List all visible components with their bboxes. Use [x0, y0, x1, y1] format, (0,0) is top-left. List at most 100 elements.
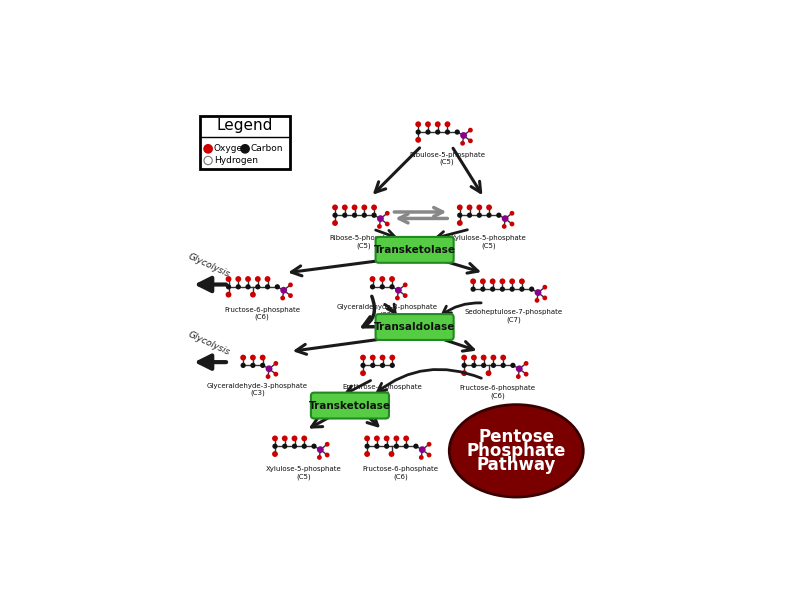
Text: Fructose-6-phosphate
(C6): Fructose-6-phosphate (C6) [460, 385, 536, 399]
Circle shape [426, 442, 431, 446]
Circle shape [534, 289, 542, 296]
Circle shape [342, 212, 347, 218]
Circle shape [415, 130, 421, 134]
Circle shape [246, 284, 250, 289]
Circle shape [352, 212, 357, 218]
Circle shape [360, 355, 366, 361]
Circle shape [333, 212, 338, 218]
Circle shape [240, 355, 246, 361]
Circle shape [288, 283, 293, 287]
Circle shape [415, 121, 421, 127]
Circle shape [486, 370, 491, 376]
Circle shape [403, 443, 409, 449]
Circle shape [390, 363, 395, 368]
Circle shape [390, 355, 395, 361]
Text: Fructose-6-phosphate
(C6): Fructose-6-phosphate (C6) [224, 307, 300, 320]
Circle shape [282, 443, 287, 449]
Circle shape [477, 212, 482, 218]
Circle shape [466, 205, 473, 211]
Circle shape [370, 355, 376, 361]
Circle shape [245, 276, 251, 282]
Circle shape [302, 443, 307, 449]
Circle shape [467, 212, 472, 218]
Circle shape [468, 128, 473, 133]
Circle shape [414, 443, 418, 449]
Circle shape [389, 451, 394, 457]
Circle shape [524, 361, 529, 366]
Text: Xylulose-5-phosphate
(C5): Xylulose-5-phosphate (C5) [266, 466, 342, 479]
Circle shape [377, 215, 384, 222]
Circle shape [370, 276, 375, 282]
Circle shape [371, 212, 377, 218]
Circle shape [241, 363, 246, 368]
Circle shape [496, 212, 502, 218]
Circle shape [266, 365, 273, 372]
Text: Glycolysis: Glycolysis [186, 330, 231, 357]
Circle shape [481, 355, 486, 361]
Circle shape [385, 211, 390, 215]
FancyBboxPatch shape [200, 116, 290, 169]
Circle shape [480, 287, 486, 292]
Circle shape [265, 284, 270, 289]
Circle shape [241, 145, 250, 153]
Circle shape [236, 284, 241, 289]
Circle shape [325, 452, 330, 457]
Circle shape [445, 130, 450, 134]
Circle shape [510, 287, 514, 292]
FancyBboxPatch shape [375, 237, 454, 263]
Circle shape [235, 276, 242, 282]
Text: Glycolysis: Glycolysis [187, 252, 232, 280]
Circle shape [516, 374, 521, 379]
Circle shape [280, 296, 285, 301]
Circle shape [274, 361, 278, 366]
Ellipse shape [450, 404, 583, 497]
Text: Transketolase: Transketolase [374, 245, 456, 255]
Circle shape [272, 443, 278, 449]
Circle shape [490, 355, 496, 361]
Circle shape [266, 374, 270, 379]
Circle shape [471, 355, 477, 361]
Text: Fructose-6-phosphate
(C6): Fructose-6-phosphate (C6) [362, 466, 438, 479]
Text: Hydrogen: Hydrogen [214, 156, 258, 165]
Circle shape [501, 363, 506, 368]
Text: Pentose: Pentose [478, 428, 554, 446]
Circle shape [360, 370, 366, 376]
Circle shape [390, 284, 394, 289]
Circle shape [500, 355, 506, 361]
Circle shape [425, 121, 431, 127]
Circle shape [490, 287, 495, 292]
Circle shape [384, 436, 390, 442]
Circle shape [291, 436, 298, 442]
Circle shape [272, 451, 278, 457]
Circle shape [226, 284, 231, 289]
Text: Glyceraldehyde-3-phosphate
(C3): Glyceraldehyde-3-phosphate (C3) [207, 383, 308, 397]
Circle shape [486, 212, 492, 218]
Circle shape [311, 443, 317, 449]
Circle shape [362, 205, 367, 211]
Circle shape [435, 130, 440, 134]
Circle shape [470, 278, 476, 284]
Circle shape [481, 363, 486, 368]
Text: Legend: Legend [217, 118, 273, 133]
Circle shape [500, 287, 505, 292]
Circle shape [457, 212, 462, 218]
Circle shape [471, 363, 477, 368]
Circle shape [302, 436, 307, 442]
Circle shape [415, 137, 421, 143]
Circle shape [462, 355, 467, 361]
Circle shape [274, 284, 280, 289]
Circle shape [542, 285, 547, 290]
Circle shape [360, 363, 366, 368]
Circle shape [380, 355, 386, 361]
Circle shape [374, 436, 380, 442]
Circle shape [364, 436, 370, 442]
Circle shape [352, 205, 358, 211]
Circle shape [457, 220, 462, 226]
Circle shape [332, 205, 338, 211]
Text: Sedoheptulose-7-phosphate
(C7): Sedoheptulose-7-phosphate (C7) [465, 309, 563, 323]
Circle shape [490, 278, 495, 284]
Circle shape [519, 287, 525, 292]
Circle shape [370, 284, 375, 289]
Circle shape [325, 442, 330, 446]
Circle shape [419, 455, 424, 460]
